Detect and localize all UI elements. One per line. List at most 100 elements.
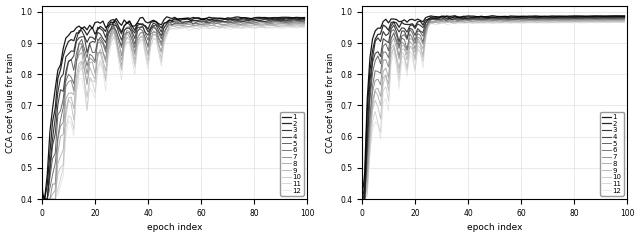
5: [422, 25, 429, 28]
5: [621, 17, 628, 20]
10: [41, 198, 49, 201]
7: [612, 18, 620, 21]
12: [427, 21, 435, 24]
4: [358, 194, 366, 197]
7: [621, 18, 628, 21]
Line: 1: 1: [42, 17, 305, 199]
9: [301, 23, 308, 26]
Line: 4: 4: [362, 18, 625, 199]
11: [499, 21, 506, 24]
6: [301, 21, 308, 24]
5: [102, 47, 109, 50]
8: [520, 19, 527, 22]
10: [91, 80, 99, 83]
1: [358, 198, 366, 201]
7: [499, 19, 506, 21]
9: [612, 20, 620, 22]
1: [38, 191, 46, 194]
9: [422, 34, 429, 37]
Line: 6: 6: [42, 21, 305, 199]
10: [602, 20, 610, 23]
11: [41, 198, 49, 201]
2: [195, 17, 202, 20]
6: [602, 18, 610, 20]
11: [411, 68, 419, 71]
10: [411, 59, 419, 62]
Line: 10: 10: [362, 21, 625, 199]
2: [41, 198, 49, 201]
8: [41, 198, 49, 201]
12: [38, 181, 46, 183]
7: [292, 21, 300, 24]
11: [358, 193, 366, 196]
2: [408, 22, 416, 25]
3: [422, 22, 429, 25]
6: [41, 198, 49, 201]
5: [41, 198, 49, 201]
1: [179, 17, 186, 20]
5: [612, 17, 620, 20]
Line: 3: 3: [42, 19, 305, 199]
9: [91, 78, 99, 81]
6: [361, 198, 369, 201]
7: [102, 58, 109, 61]
8: [200, 22, 207, 25]
10: [610, 20, 618, 23]
11: [301, 25, 308, 28]
2: [285, 17, 292, 20]
1: [517, 15, 525, 18]
10: [292, 25, 300, 27]
3: [290, 18, 298, 20]
11: [197, 26, 205, 29]
1: [621, 14, 628, 17]
3: [38, 198, 46, 201]
Line: 1: 1: [362, 16, 625, 199]
8: [38, 188, 46, 191]
4: [422, 21, 429, 24]
11: [361, 198, 369, 201]
5: [520, 17, 527, 20]
3: [621, 16, 628, 19]
2: [102, 30, 109, 33]
Line: 6: 6: [362, 19, 625, 199]
4: [301, 19, 308, 22]
5: [358, 195, 366, 198]
4: [38, 192, 46, 195]
3: [88, 36, 96, 39]
9: [102, 69, 109, 72]
9: [38, 185, 46, 188]
8: [102, 61, 109, 64]
Line: 7: 7: [42, 22, 305, 199]
6: [358, 196, 366, 199]
12: [621, 21, 628, 24]
4: [612, 16, 620, 19]
10: [621, 20, 628, 23]
2: [496, 15, 504, 18]
11: [298, 25, 306, 28]
6: [411, 42, 419, 45]
3: [282, 18, 290, 20]
10: [361, 198, 369, 201]
11: [102, 80, 109, 83]
2: [301, 17, 308, 20]
6: [91, 60, 99, 63]
1: [451, 14, 459, 17]
4: [411, 34, 419, 37]
6: [292, 20, 300, 23]
3: [361, 197, 369, 200]
9: [361, 198, 369, 201]
12: [102, 89, 109, 92]
5: [197, 20, 205, 23]
11: [621, 21, 628, 24]
2: [91, 33, 99, 36]
4: [496, 17, 504, 20]
9: [292, 23, 300, 26]
Line: 3: 3: [362, 17, 625, 198]
8: [621, 19, 628, 22]
Line: 5: 5: [362, 18, 625, 199]
12: [520, 22, 527, 25]
10: [197, 25, 205, 27]
2: [176, 17, 184, 20]
10: [358, 185, 366, 188]
3: [173, 20, 181, 22]
